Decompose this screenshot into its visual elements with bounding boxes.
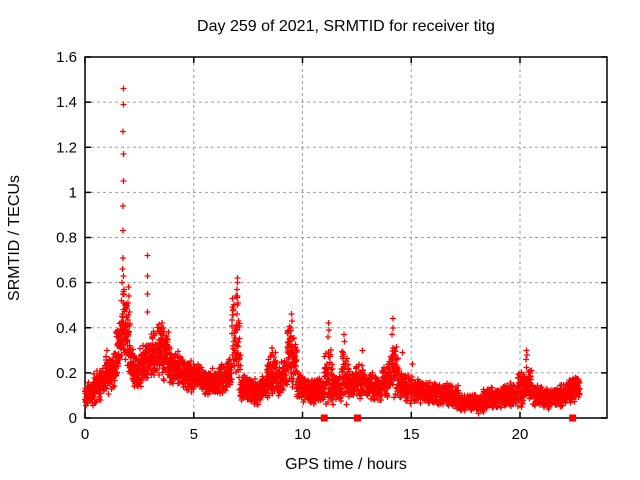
chart-title: Day 259 of 2021, SRMTID for receiver tit… xyxy=(197,18,495,35)
axis-ticks xyxy=(84,56,607,419)
plot-frame xyxy=(84,56,608,419)
y-tick-label: 0.2 xyxy=(56,365,77,382)
tick-labels: 0 5 10 15 20 0 0.2 0.4 0.6 0.8 1 1.2 1.4 1.6 xyxy=(56,49,528,443)
x-tick-label: 20 xyxy=(512,426,529,443)
y-axis-label: SRMTID / TECUs xyxy=(6,175,23,301)
x-tick-label: 10 xyxy=(294,426,311,443)
y-tick-label: 1.4 xyxy=(56,94,77,111)
y-tick-label: 0.8 xyxy=(56,230,77,247)
square-marker xyxy=(569,414,577,422)
y-tick-label: 1 xyxy=(69,184,77,201)
x-tick-label: 5 xyxy=(190,426,198,443)
x-tick-label: 0 xyxy=(81,426,89,443)
y-tick-label: 0.4 xyxy=(56,320,77,337)
x-axis-label: GPS time / hours xyxy=(285,456,407,473)
y-tick-label: 0.6 xyxy=(56,275,77,292)
scatter-plus-markers xyxy=(82,85,583,417)
square-marker xyxy=(354,414,362,422)
y-tick-label: 0 xyxy=(69,410,77,427)
data-points-layer xyxy=(82,85,583,422)
x-tick-label: 15 xyxy=(403,426,420,443)
y-tick-label: 1.2 xyxy=(56,139,77,156)
square-marker xyxy=(320,414,328,422)
y-tick-label: 1.6 xyxy=(56,49,77,66)
